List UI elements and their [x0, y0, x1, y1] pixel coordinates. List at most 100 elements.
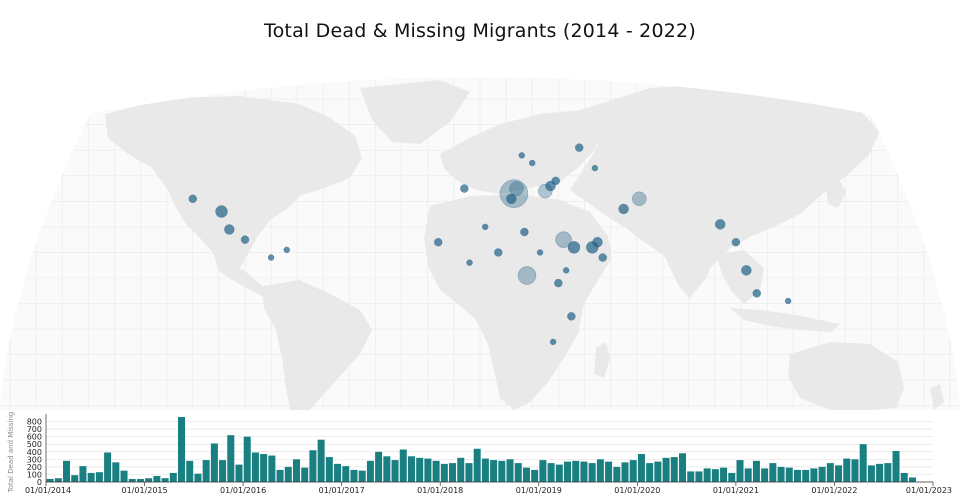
histogram-bar — [580, 461, 588, 482]
histogram-bar — [399, 449, 407, 482]
histogram-bar — [588, 463, 596, 482]
histogram-bar — [654, 461, 662, 482]
histogram-bar — [284, 466, 292, 482]
histogram-bar — [514, 463, 522, 482]
land-masses — [105, 80, 944, 410]
histogram-bar — [498, 460, 506, 482]
incident-point — [632, 191, 647, 207]
incident-point — [518, 152, 526, 159]
y-tick-label: 400 — [27, 448, 42, 457]
incident-point — [714, 219, 726, 230]
histogram-bar — [646, 463, 654, 482]
histogram-bar — [547, 463, 555, 482]
new-zealand — [930, 384, 944, 410]
incident-point — [784, 297, 792, 305]
incident-point — [549, 338, 557, 346]
histogram-bar — [465, 463, 473, 482]
histogram-bar — [490, 460, 498, 482]
histogram-bar — [87, 472, 95, 482]
y-tick-label: 800 — [27, 418, 42, 427]
y-tick-label: 300 — [27, 455, 42, 464]
histogram-bar — [342, 466, 350, 482]
histogram-bar — [375, 451, 383, 482]
histogram-bar — [793, 469, 801, 482]
histogram-bar — [292, 459, 301, 482]
x-tick-label: 01/01/2023 — [906, 486, 952, 495]
histogram-bar — [843, 458, 851, 482]
histogram-bar — [818, 466, 826, 482]
histogram-bar — [481, 458, 489, 482]
histogram-bar — [835, 465, 843, 482]
histogram-bar — [95, 472, 103, 482]
incident-point — [591, 164, 599, 172]
incident-point — [536, 249, 544, 256]
incident-point — [567, 312, 576, 321]
asia — [570, 82, 880, 284]
histogram-bar — [785, 467, 793, 482]
histogram-bar — [621, 462, 629, 482]
histogram-bar — [227, 435, 235, 482]
histogram-bar — [54, 478, 62, 482]
histogram-bar — [416, 457, 424, 482]
histogram-bar — [194, 473, 202, 482]
japan — [826, 178, 846, 208]
incident-point — [188, 194, 198, 204]
histogram-bar — [358, 470, 366, 482]
incident-point — [267, 254, 275, 261]
greenland — [360, 80, 470, 144]
histogram-bar — [449, 463, 457, 482]
incident-point — [509, 181, 524, 196]
histogram-bar — [219, 460, 227, 482]
histogram-bar — [407, 456, 415, 482]
histogram-bar — [613, 466, 621, 482]
histogram-bar — [900, 472, 908, 482]
incident-point — [741, 265, 752, 276]
incident-point — [562, 267, 570, 274]
histogram-bar — [120, 470, 128, 482]
histogram-x-axis: 01/01/2014 01/01/2015 01/01/2016 01/01/2017… — [25, 481, 952, 495]
incident-point — [224, 224, 235, 235]
histogram-bar — [851, 459, 859, 482]
histogram-bar — [309, 450, 317, 482]
y-tick-label: 100 — [27, 470, 42, 479]
histogram-bar — [539, 460, 547, 482]
histogram-bar — [761, 468, 769, 482]
histogram-bar — [243, 436, 251, 482]
incident-point — [215, 205, 228, 218]
histogram-bar — [251, 452, 259, 482]
histogram-bars[interactable] — [46, 417, 916, 482]
y-tick-label: 200 — [27, 463, 42, 472]
histogram-bar — [826, 463, 834, 482]
incident-point — [551, 176, 560, 186]
incident-point — [460, 184, 469, 193]
histogram-bar — [366, 460, 374, 482]
histogram-bar — [867, 465, 875, 482]
south-america — [262, 280, 372, 410]
histogram-bar — [892, 451, 900, 482]
histogram-bar — [136, 478, 144, 482]
histogram-bar — [678, 453, 687, 482]
histogram-bar — [695, 471, 703, 482]
histogram-bar — [161, 478, 169, 482]
histogram-bar — [596, 459, 604, 482]
incident-point — [481, 223, 489, 231]
histogram-bar — [145, 478, 153, 482]
histogram-bar — [178, 417, 186, 482]
x-tick-label: 01/01/2020 — [614, 486, 660, 495]
histogram-bar — [104, 452, 112, 482]
india — [660, 244, 716, 298]
histogram-bar — [736, 460, 744, 482]
north-america — [105, 96, 362, 278]
incident-points — [188, 143, 792, 346]
histogram-bar — [572, 460, 580, 482]
incident-point — [528, 159, 536, 167]
histogram-bar — [720, 467, 728, 482]
incident-point — [618, 203, 629, 215]
europe — [440, 110, 600, 194]
incident-point — [554, 278, 563, 288]
histogram-bar — [555, 464, 563, 482]
histogram-bar — [670, 457, 678, 482]
histogram-bar — [301, 467, 309, 482]
histogram-bar — [350, 469, 358, 482]
